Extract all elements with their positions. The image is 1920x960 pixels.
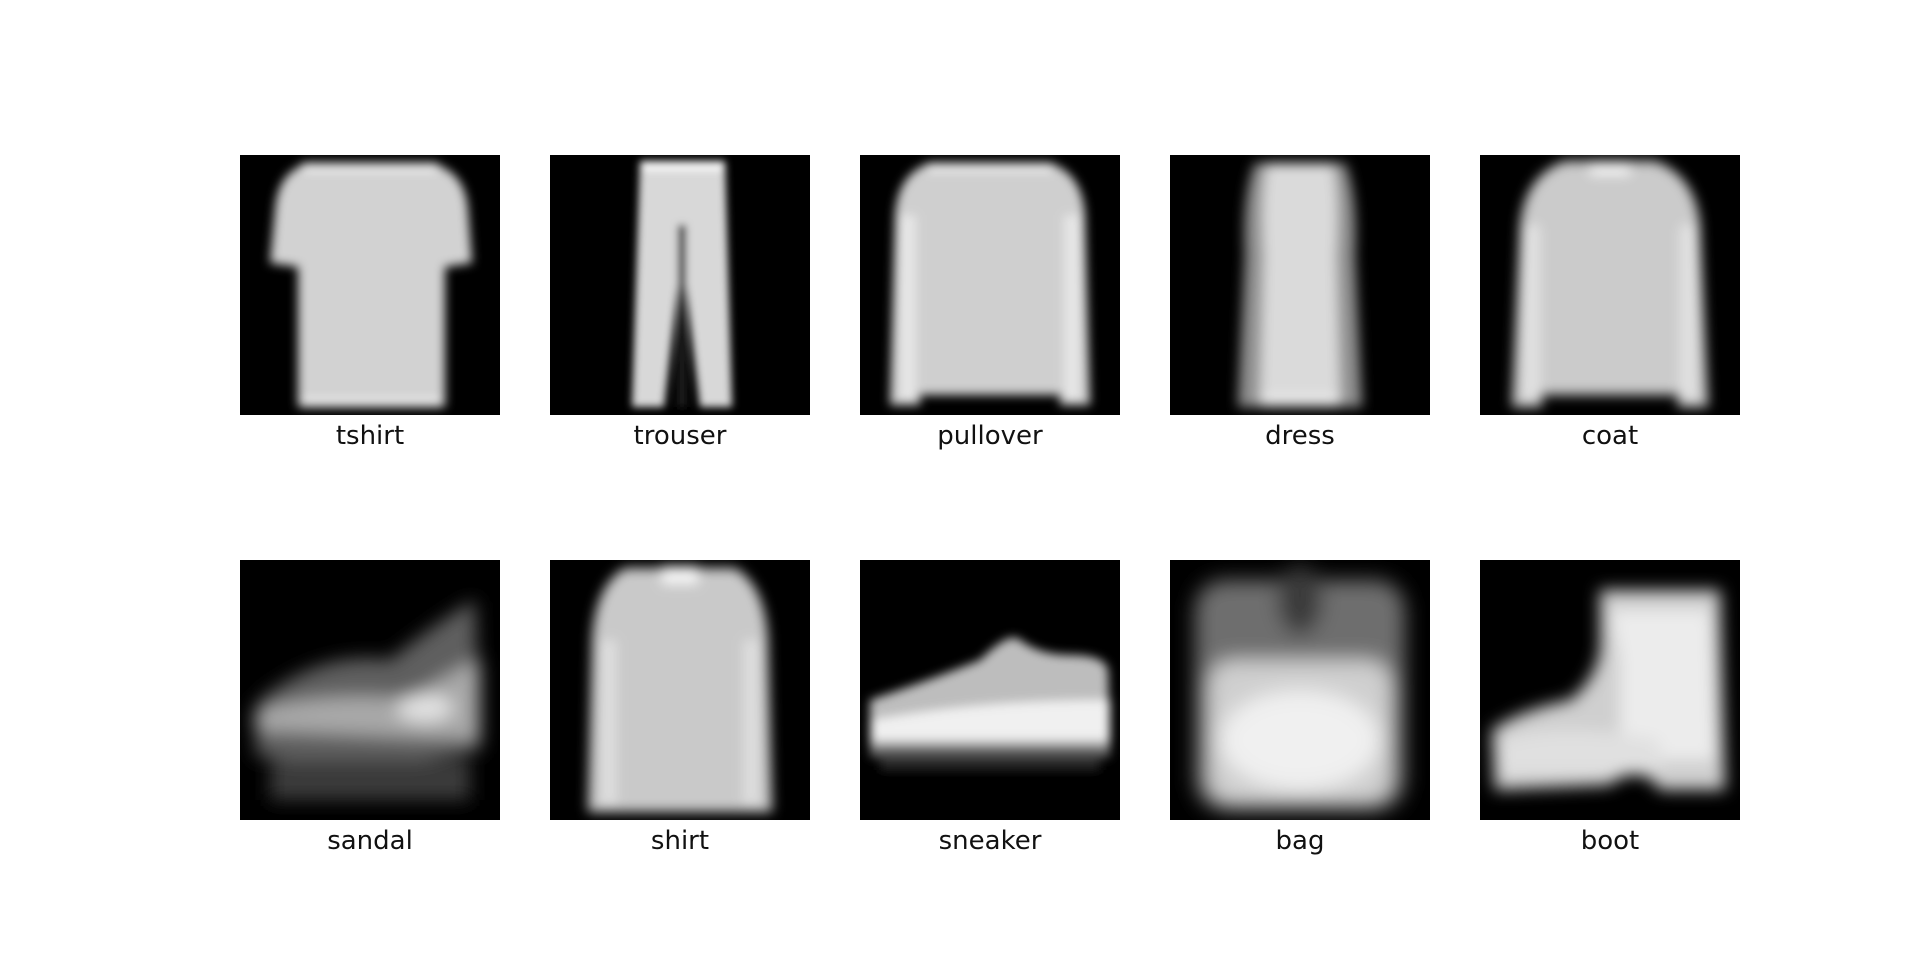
pullover-image (860, 155, 1120, 415)
panel-bag: bag (1170, 560, 1430, 820)
panel-dress: dress (1170, 155, 1430, 415)
panel-trouser: trouser (550, 155, 810, 415)
tshirt-image (240, 155, 500, 415)
panel-tshirt: tshirt (240, 155, 500, 415)
dress-label: dress (1170, 421, 1430, 451)
panel-pullover: pullover (860, 155, 1120, 415)
sneaker-label: sneaker (860, 826, 1120, 856)
boot-label: boot (1480, 826, 1740, 856)
panel-shirt: shirt (550, 560, 810, 820)
panel-coat: coat (1480, 155, 1740, 415)
trouser-image (550, 155, 810, 415)
shirt-label: shirt (550, 826, 810, 856)
tshirt-label: tshirt (240, 421, 500, 451)
coat-label: coat (1480, 421, 1740, 451)
bag-image (1170, 560, 1430, 820)
sneaker-image (860, 560, 1120, 820)
panel-sneaker: sneaker (860, 560, 1120, 820)
sandal-label: sandal (240, 826, 500, 856)
coat-image (1480, 155, 1740, 415)
dress-image (1170, 155, 1430, 415)
panel-boot: boot (1480, 560, 1740, 820)
boot-image (1480, 560, 1740, 820)
shirt-image (550, 560, 810, 820)
trouser-label: trouser (550, 421, 810, 451)
sandal-image (240, 560, 500, 820)
panel-sandal: sandal (240, 560, 500, 820)
pullover-label: pullover (860, 421, 1120, 451)
bag-label: bag (1170, 826, 1430, 856)
